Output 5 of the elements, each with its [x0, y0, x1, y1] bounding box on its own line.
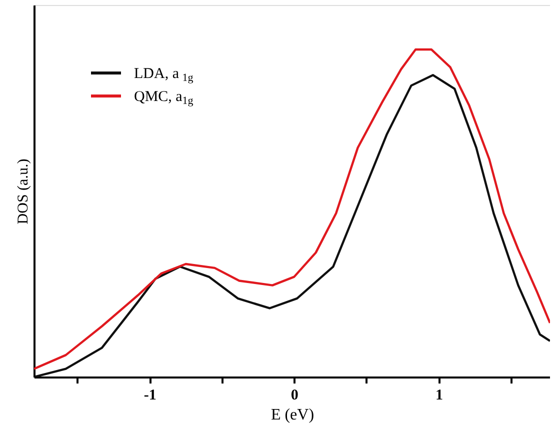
x-tick-label: -1 — [144, 388, 156, 404]
x-tick-label: 0 — [290, 388, 298, 404]
y-axis-title: DOS (a.u.) — [16, 158, 32, 224]
x-axis-title: E (eV) — [270, 406, 314, 424]
x-tick-label: 1 — [435, 388, 443, 404]
